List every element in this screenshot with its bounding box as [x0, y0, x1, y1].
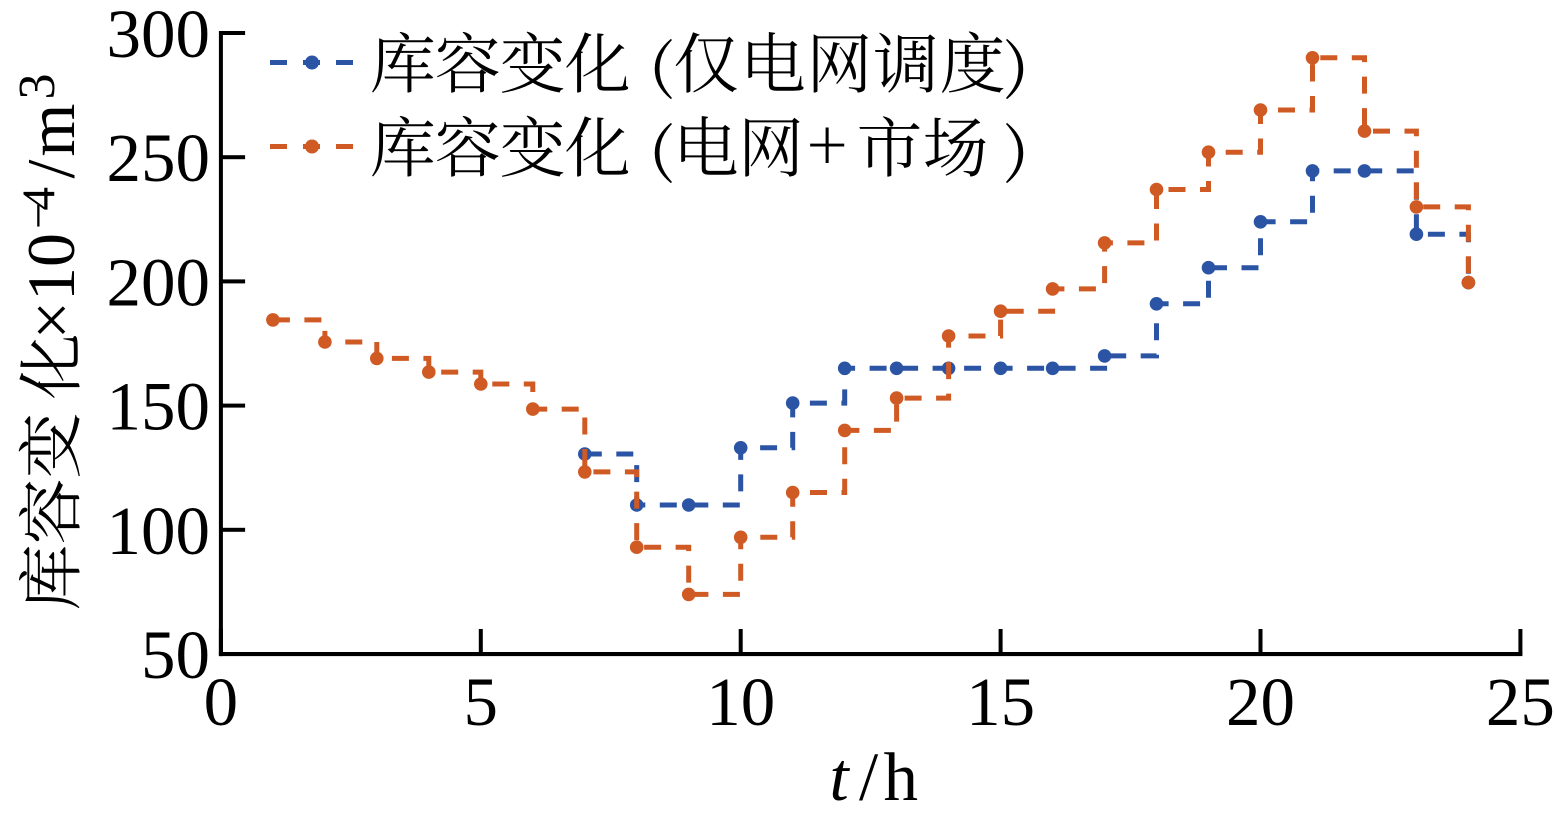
svg-text:300: 300: [107, 0, 211, 72]
svg-text:100: 100: [107, 493, 211, 569]
svg-text:50: 50: [141, 617, 210, 693]
svg-text:250: 250: [107, 120, 211, 196]
svg-text:4: 4: [13, 187, 65, 211]
svg-text:t/h: t/h: [830, 739, 919, 815]
svg-text:5: 5: [464, 664, 499, 740]
svg-text:200: 200: [107, 244, 211, 320]
svg-text:3: 3: [9, 74, 66, 100]
svg-text:150: 150: [107, 369, 211, 445]
svg-text:×10: ×10: [13, 233, 89, 339]
svg-text:0: 0: [204, 664, 239, 740]
svg-text:25: 25: [1486, 664, 1554, 740]
svg-text:−: −: [13, 202, 65, 229]
svg-text:m: m: [13, 104, 89, 157]
svg-text:20: 20: [1226, 664, 1295, 740]
svg-text:15: 15: [966, 664, 1035, 740]
svg-text:10: 10: [706, 664, 775, 740]
svg-text:/: /: [13, 160, 89, 179]
